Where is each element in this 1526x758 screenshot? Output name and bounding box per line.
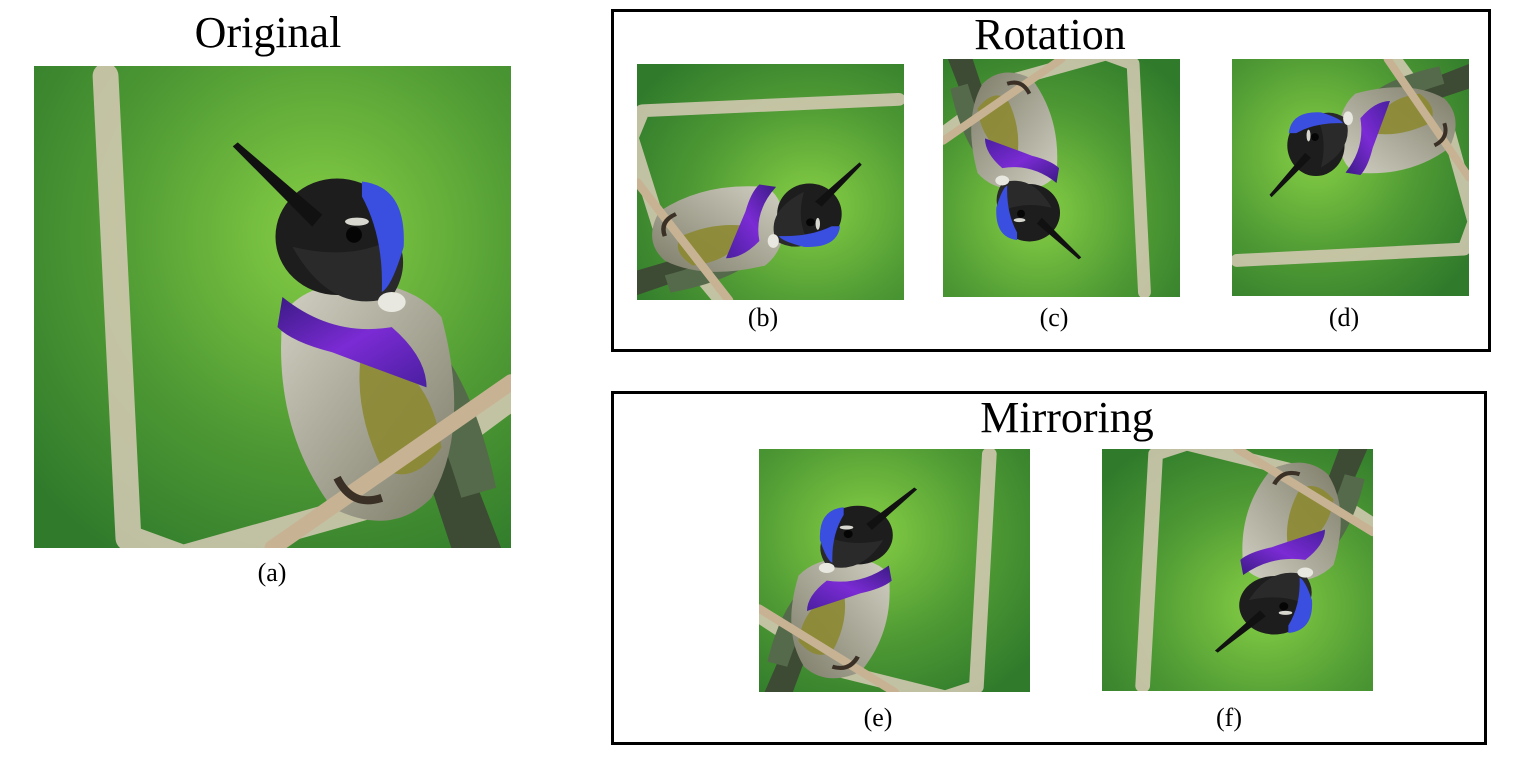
rotation-frame — [611, 9, 1491, 352]
hummingbird-icon — [34, 66, 511, 548]
caption-a: (a) — [257, 558, 287, 587]
original-hummingbird-image — [34, 66, 511, 548]
rotated-image-d — [1232, 59, 1469, 296]
hummingbird-icon — [1232, 59, 1469, 296]
original-title: Original — [194, 8, 342, 57]
caption-c: (c) — [1039, 303, 1069, 332]
hummingbird-icon — [1102, 449, 1373, 691]
rotated-image-c — [943, 59, 1180, 297]
caption-e: (e) — [863, 703, 893, 732]
rotation-title: Rotation — [974, 10, 1126, 59]
rotated-image-b — [637, 64, 904, 300]
caption-b: (b) — [747, 303, 779, 332]
mirrored-image-f — [1102, 449, 1373, 691]
mirrored-image-e — [759, 449, 1030, 692]
mirroring-title: Mirroring — [980, 393, 1154, 442]
caption-d: (d) — [1328, 303, 1360, 332]
hummingbird-icon — [759, 449, 1030, 692]
mirroring-frame — [611, 391, 1487, 745]
hummingbird-icon — [637, 64, 904, 300]
caption-f: (f) — [1216, 703, 1242, 732]
hummingbird-icon — [943, 59, 1180, 297]
